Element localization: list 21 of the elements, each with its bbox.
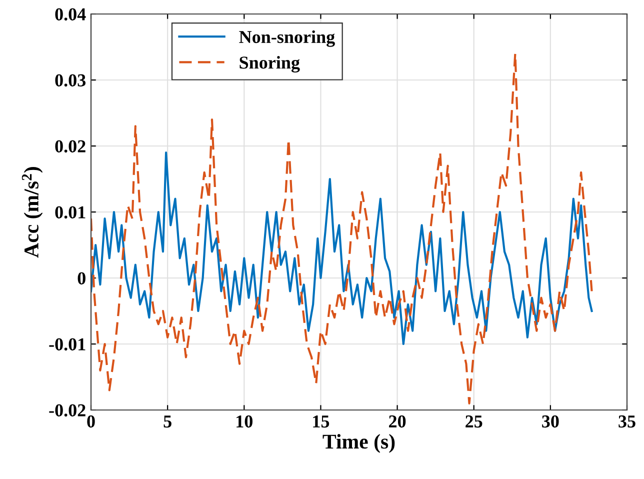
x-tick-label: 10 (236, 415, 252, 428)
line-series (91, 52, 593, 404)
line-series (91, 152, 593, 346)
x-tick-label: 20 (389, 415, 406, 428)
y-tick-label: -0.01 (49, 338, 86, 351)
y-axis-title: Acc (m/s$^{2}$) (22, 167, 43, 258)
y-tick-label: -0.02 (49, 404, 86, 417)
y-tick-label: 0 (78, 272, 86, 284)
x-tick-label: 5 (164, 416, 172, 428)
x-tick-label: 25 (466, 415, 482, 428)
legend-label: Snoring (240, 56, 300, 73)
x-tick-label: 15 (313, 415, 330, 428)
x-tick-label: 0 (87, 415, 95, 428)
legend-label: Non-snoring (239, 30, 335, 47)
y-tick-label: 0.01 (55, 206, 86, 219)
y-tick-label: 0.04 (55, 8, 86, 21)
y-tick-label: 0.03 (55, 74, 86, 87)
y-tick-label: 0.02 (55, 140, 86, 153)
x-axis-title: Time (s) (322, 434, 395, 453)
x-tick-label: 30 (542, 415, 559, 428)
x-tick-label: 35 (618, 415, 636, 428)
